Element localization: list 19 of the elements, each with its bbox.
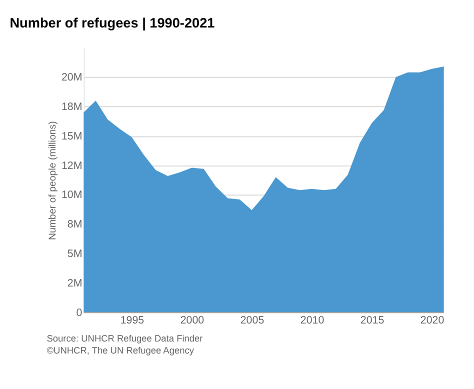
x-tick-label: 2010	[300, 314, 324, 327]
y-tick-label: 2M	[67, 277, 82, 290]
y-tick-label: 12M	[61, 160, 82, 172]
x-tick-label: 2000	[180, 314, 204, 327]
y-tick-label: 10M	[61, 189, 82, 202]
x-tick-label: 2020	[420, 314, 444, 327]
y-tick-label: 15M	[61, 130, 82, 142]
x-tick-label: 2015	[360, 314, 384, 327]
y-tick-label: 5M	[67, 248, 82, 260]
y-axis-title: Number of people (millions)	[48, 121, 59, 240]
source-note: Source: UNHCR Refugee Data Finder	[46, 334, 203, 344]
x-tick-label: 2005	[240, 314, 264, 327]
y-tick-label: 8M	[67, 218, 82, 231]
y-tick-label: 18M	[61, 100, 82, 113]
text: ©UNHCR, The UN Refugee Agency	[46, 345, 194, 356]
y-tick-label: 20M	[61, 72, 82, 84]
y-tick-label: 0	[76, 306, 82, 319]
x-tick-label: 1995	[120, 314, 144, 327]
chart-title: Number of refugees | 1990-2021	[10, 15, 216, 32]
